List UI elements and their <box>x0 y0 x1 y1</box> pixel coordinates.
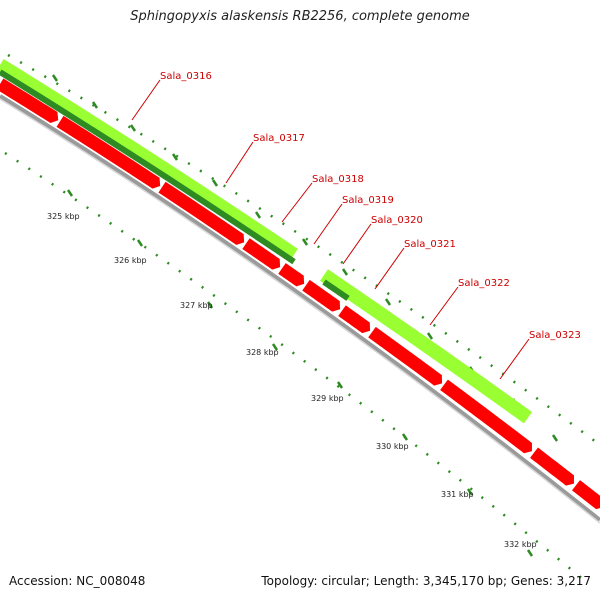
gene-label: Sala_0321 <box>404 239 456 250</box>
reverse-gene-block <box>530 447 574 486</box>
gene-block-sala-0321 <box>320 269 533 424</box>
reverse-gene-block <box>56 115 161 189</box>
tick-mark <box>171 153 179 161</box>
map-title: Sphingopyxis alaskensis RB2256, complete… <box>130 9 470 24</box>
reverse-gene-block <box>0 78 59 124</box>
scale-label: 332 kbp <box>504 540 537 549</box>
tick-mark <box>206 301 214 309</box>
gene-leader-line <box>499 338 530 380</box>
gene-block-sala-0317 <box>0 69 296 265</box>
scale-label: 331 kbp <box>441 490 474 499</box>
outer-tick-ring <box>7 53 600 447</box>
inner-major-ticks <box>66 189 534 557</box>
tick-mark <box>426 332 434 340</box>
accession-label: Accession: NC_008048 <box>9 574 146 588</box>
tick-mark <box>336 381 344 389</box>
scale-label: 329 kbp <box>311 394 344 403</box>
gene-label: Sala_0318 <box>312 174 364 185</box>
gene-leader-line <box>342 223 372 265</box>
genome-backbone-shadow <box>0 98 600 524</box>
gene-leader-line <box>225 141 254 184</box>
topology-summary: Topology: circular; Length: 3,345,170 bp… <box>261 574 591 588</box>
reverse-gene-block <box>278 263 305 287</box>
gene-block-sala-0320 <box>322 279 350 301</box>
gene-block-sala-0316 <box>0 59 298 261</box>
genome-backbone <box>0 94 600 522</box>
gene-leader-line <box>313 203 343 245</box>
tick-mark <box>551 434 559 442</box>
tick-mark <box>341 268 349 276</box>
reverse-strand-genes <box>0 78 600 510</box>
gene-label: Sala_0320 <box>371 215 423 226</box>
tick-mark <box>401 433 409 441</box>
gene-label: Sala_0322 <box>458 278 510 289</box>
scale-label: 326 kbp <box>114 256 147 265</box>
tick-mark <box>91 101 99 109</box>
tick-mark <box>271 343 279 351</box>
reverse-gene-block <box>302 279 341 312</box>
gene-label: Sala_0319 <box>342 195 394 206</box>
tick-mark <box>136 239 144 247</box>
reverse-gene-block <box>572 480 600 510</box>
gene-leader-line <box>374 247 405 290</box>
scale-label-layer: 325 kbp 326 kbp 327 kbp 328 kbp 329 kbp 330 k… <box>47 212 537 549</box>
tick-mark <box>211 179 219 187</box>
scale-label: 325 kbp <box>47 212 80 221</box>
reverse-gene-block <box>158 181 245 245</box>
gene-label: Sala_0316 <box>160 71 212 82</box>
tick-mark <box>384 298 392 306</box>
scale-label: 327 kbp <box>180 301 213 310</box>
scale-label: 330 kbp <box>376 442 409 451</box>
reverse-gene-block <box>338 305 371 334</box>
reverse-gene-block <box>368 326 443 386</box>
scale-label: 328 kbp <box>246 348 279 357</box>
gene-leader-line <box>131 79 161 121</box>
tick-mark <box>51 74 59 82</box>
forward-strand-genes <box>0 59 533 424</box>
inner-tick-ring <box>4 151 591 586</box>
tick-mark <box>254 211 262 219</box>
tick-mark <box>66 189 74 197</box>
tick-mark <box>301 238 309 246</box>
reverse-gene-block <box>242 238 281 270</box>
reverse-gene-block <box>440 379 532 454</box>
gene-label: Sala_0323 <box>529 330 581 341</box>
tick-mark <box>466 488 474 496</box>
gene-leader-line <box>281 182 313 223</box>
tick-mark <box>129 124 137 132</box>
gene-label: Sala_0317 <box>253 133 305 144</box>
tick-mark <box>526 549 534 557</box>
gene-label-layer: Sala_0316 Sala_0317 Sala_0318 Sala_0319 Sala… <box>131 71 581 380</box>
gene-leader-line <box>429 286 459 326</box>
